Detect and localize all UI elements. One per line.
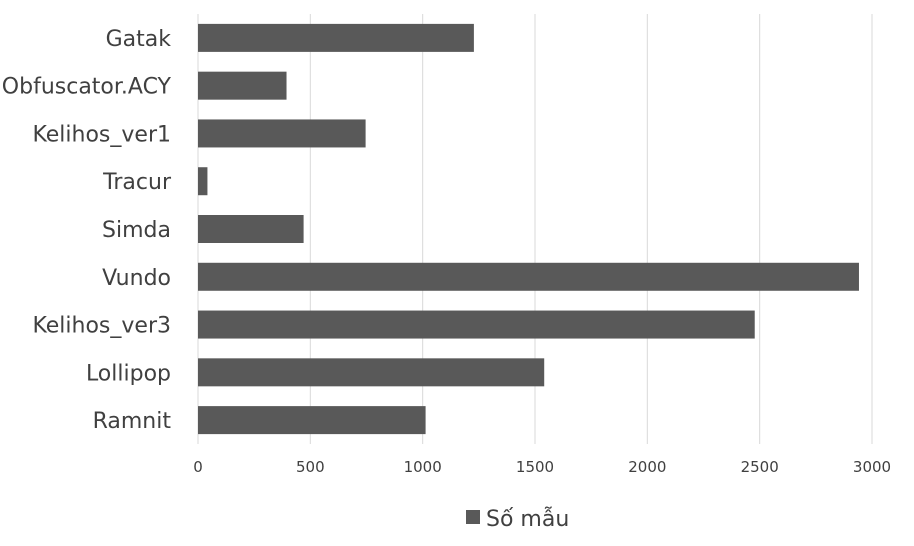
bar-ramnit xyxy=(198,406,426,435)
category-label: Ramnit xyxy=(93,409,172,434)
x-tick-label: 0 xyxy=(193,458,203,476)
bar-kelihos-ver1 xyxy=(198,119,366,148)
bar-tracur xyxy=(198,167,208,196)
category-label: Vundo xyxy=(102,266,171,291)
category-label: Kelihos_ver3 xyxy=(32,314,171,339)
legend-swatch xyxy=(466,510,480,524)
category-label: Tracur xyxy=(102,170,172,195)
legend-label: Số mẫu xyxy=(486,506,569,532)
category-label: Simda xyxy=(102,218,171,243)
x-tick-label: 2500 xyxy=(741,458,779,476)
x-tick-label: 500 xyxy=(296,458,325,476)
x-tick-label: 1500 xyxy=(516,458,554,476)
x-tick-label: 1000 xyxy=(404,458,442,476)
bar-simda xyxy=(198,215,304,243)
bar-kelihos-ver3 xyxy=(198,310,755,339)
category-label: Obfuscator.ACY xyxy=(2,75,172,100)
bar-vundo xyxy=(198,262,859,291)
x-tick-label: 2000 xyxy=(628,458,666,476)
bars xyxy=(198,23,859,435)
bar-gatak xyxy=(198,23,474,52)
x-tick-label: 3000 xyxy=(853,458,891,476)
category-label: Kelihos_ver1 xyxy=(32,122,171,147)
grid-lines xyxy=(197,14,873,444)
category-labels: Gatak Obfuscator.ACY Kelihos_ver1 Tracur Sim… xyxy=(2,27,172,434)
bar-obfuscator-acy xyxy=(198,71,287,100)
category-label: Lollipop xyxy=(86,361,171,386)
legend: Số mẫu xyxy=(466,506,569,532)
bar-lollipop xyxy=(198,358,545,387)
x-tick-labels: 0 500 1000 1500 2000 2500 3000 xyxy=(193,458,891,476)
category-label: Gatak xyxy=(106,27,172,52)
